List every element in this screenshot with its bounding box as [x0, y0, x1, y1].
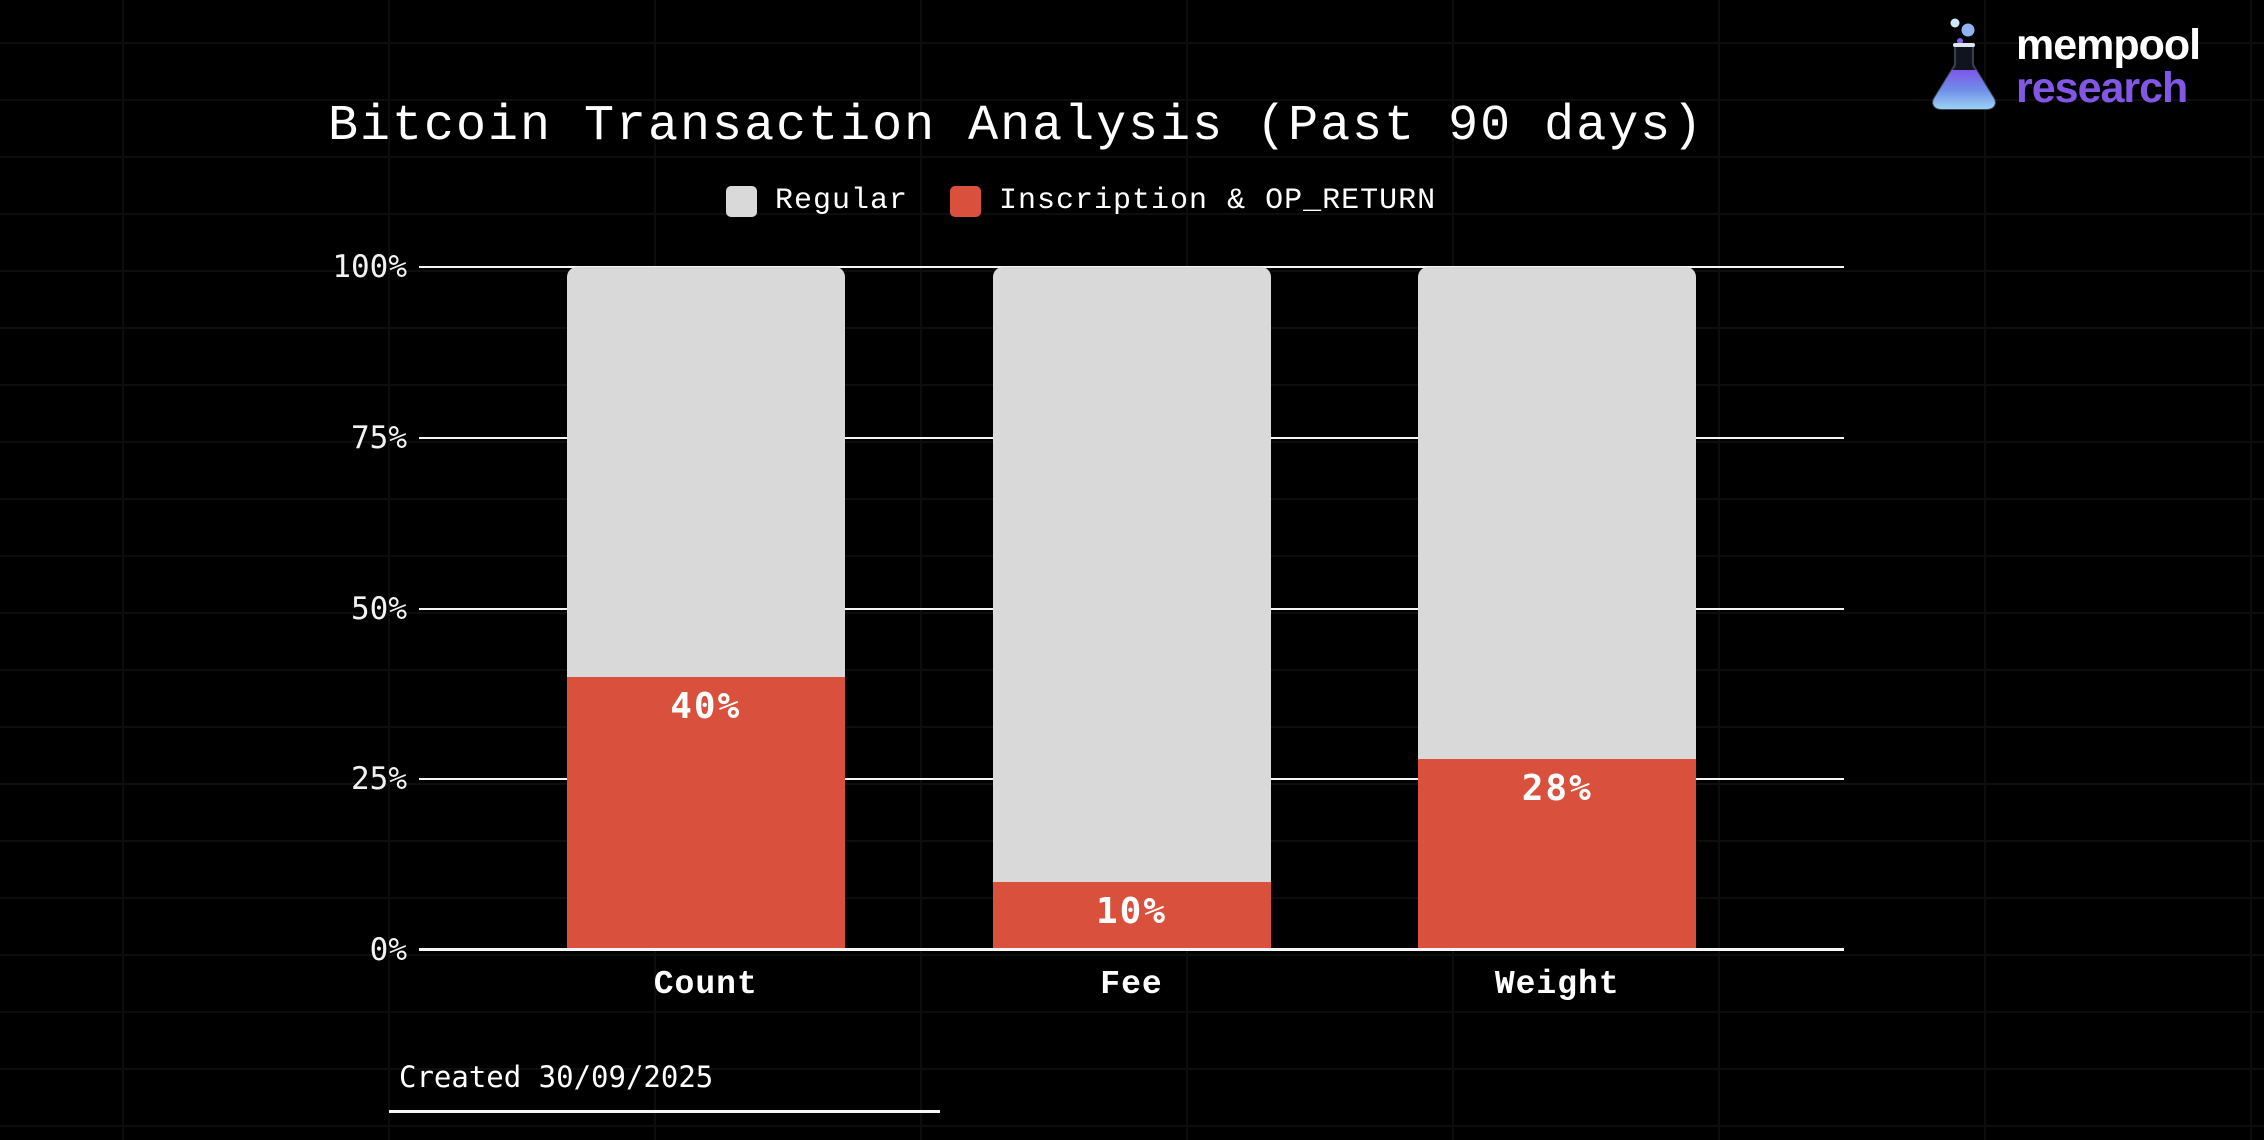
- x-axis-label: Weight: [1494, 966, 1620, 1003]
- bar-value-label: 10%: [1095, 890, 1168, 932]
- legend-swatch: [950, 185, 982, 217]
- bars-container: 40% 10% 28%: [419, 267, 1844, 950]
- gridline: [419, 948, 1844, 951]
- bar-segment-regular: [992, 267, 1271, 882]
- footer-created: Created 30/09/2025: [389, 1060, 940, 1113]
- bar-value-label: 40%: [670, 685, 742, 727]
- y-axis-label: 50%: [351, 590, 407, 627]
- legend-item: Inscription & OP_RETURN: [950, 184, 1436, 218]
- bar-value-label: 28%: [1521, 767, 1593, 809]
- chart-legend: Regular Inscription & OP_RETURN: [726, 184, 1436, 218]
- legend-label: Regular: [775, 184, 909, 218]
- legend-swatch: [726, 185, 757, 217]
- logo-text-research: research: [2016, 63, 2188, 112]
- plot-area: 40% 10% 28% Count Fee Weight 100% 75% 50% 25% 0%: [332, 249, 1844, 1003]
- mempool-research-logo: mempool research: [1926, 14, 2201, 119]
- bar-segment-regular: [566, 267, 845, 677]
- y-axis-label: 0%: [369, 932, 407, 968]
- bar-column: 28%: [1418, 267, 1697, 950]
- logo-text: mempool research: [2016, 20, 2201, 112]
- flask-icon: [1926, 14, 2002, 119]
- x-axis-label: Fee: [1100, 966, 1163, 1003]
- y-axis-label: 75%: [351, 419, 407, 456]
- chart-title: Bitcoin Transaction Analysis (Past 90 da…: [328, 98, 1705, 155]
- legend-item: Regular: [726, 184, 908, 218]
- y-axis-label: 100%: [332, 249, 407, 285]
- x-axis-label: Count: [653, 966, 758, 1003]
- bar-column: 10%: [992, 267, 1271, 950]
- bar-segment-inscription: 10%: [992, 881, 1271, 950]
- bar-segment-inscription: 40%: [566, 676, 845, 950]
- legend-label: Inscription & OP_RETURN: [999, 184, 1437, 218]
- y-axis-label: 25%: [351, 761, 407, 798]
- bar-column: 40%: [566, 267, 845, 950]
- x-axis-labels: Count Fee Weight: [419, 966, 1844, 1003]
- bar-segment-inscription: 28%: [1418, 758, 1697, 950]
- logo-text-mempool: mempool: [2016, 20, 2201, 69]
- bar-segment-regular: [1418, 267, 1697, 759]
